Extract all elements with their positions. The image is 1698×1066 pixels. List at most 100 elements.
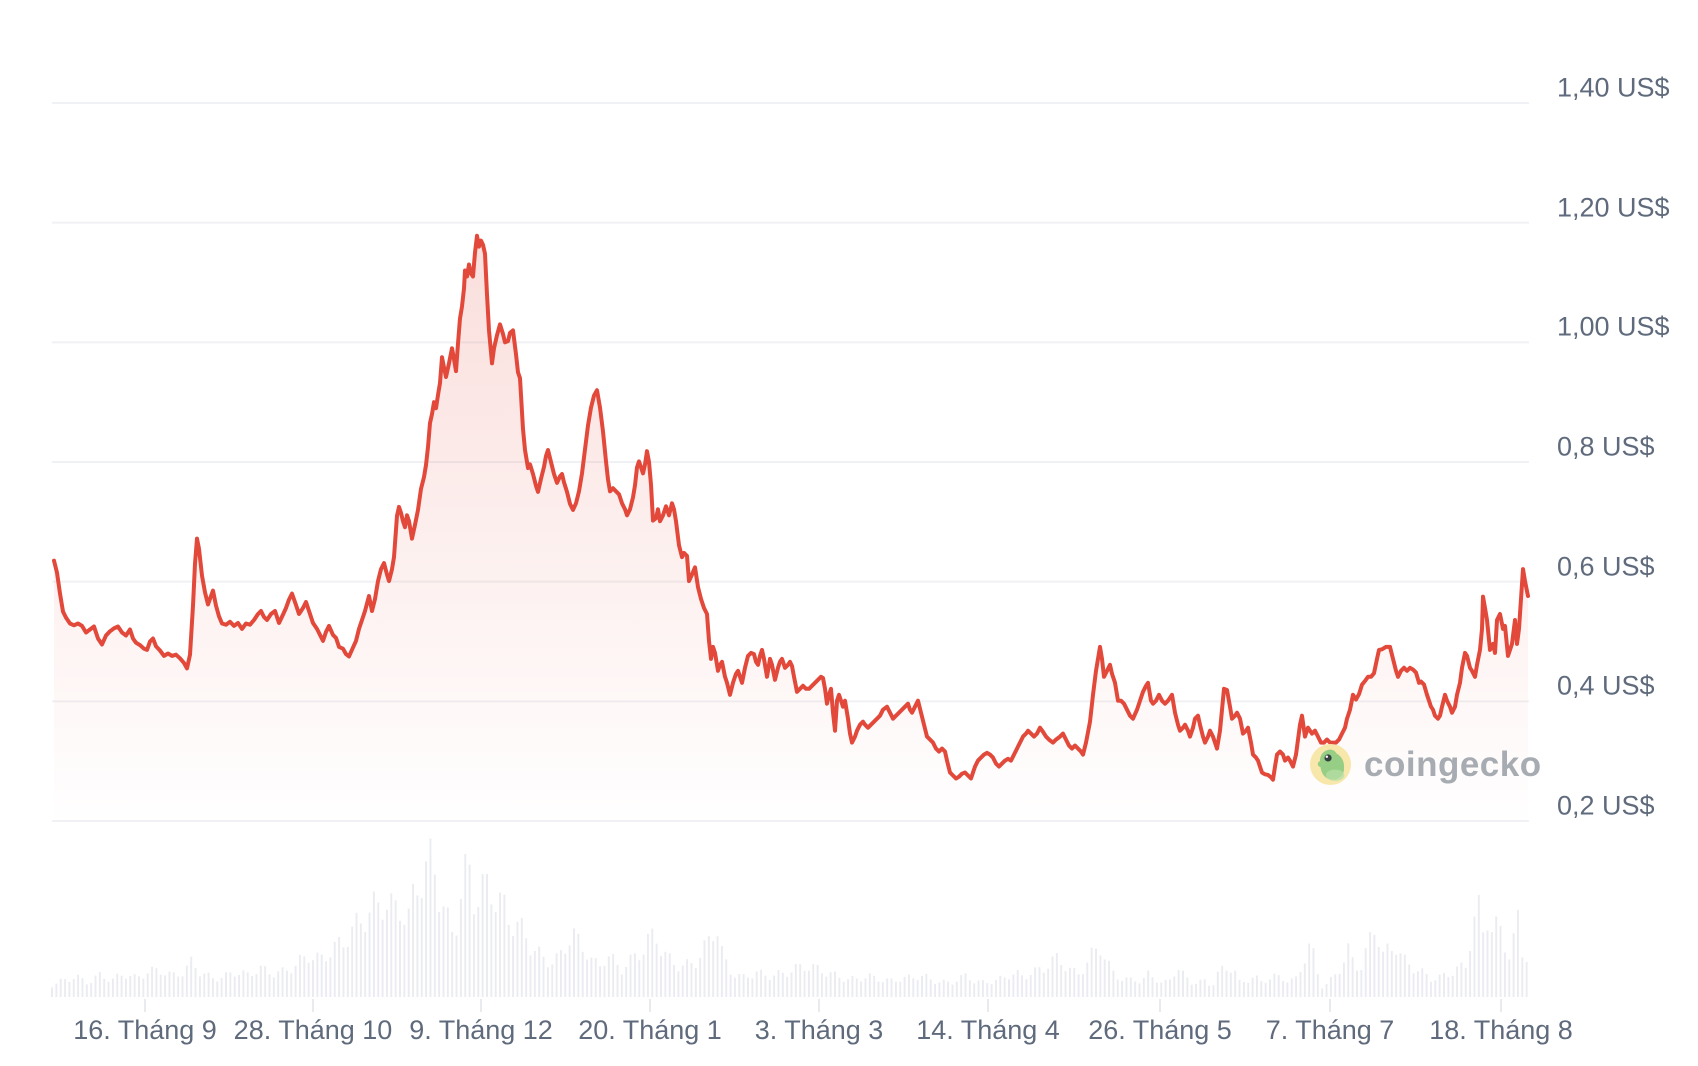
volume-bar xyxy=(412,883,414,997)
volume-bar xyxy=(690,963,693,997)
volume-bar xyxy=(1125,977,1128,997)
volume-bar xyxy=(573,928,575,997)
price-line xyxy=(52,233,1530,782)
volume-bar xyxy=(329,957,332,997)
volume-bar xyxy=(790,972,793,997)
volume-bar xyxy=(964,973,967,997)
volume-bar xyxy=(1021,975,1023,997)
volume-bar xyxy=(890,978,893,997)
volume-bar xyxy=(342,947,345,997)
volume-bar xyxy=(664,951,667,997)
volume-bar xyxy=(668,953,671,997)
volume-bar xyxy=(1421,968,1424,997)
volume-bar xyxy=(929,979,932,997)
volume-bar xyxy=(925,973,928,997)
volume-bar xyxy=(59,978,62,997)
volume-bar xyxy=(120,975,123,997)
volume-bar xyxy=(294,965,297,997)
volume-bar xyxy=(1112,970,1115,997)
volume-bar xyxy=(81,978,84,997)
volume-bar xyxy=(486,874,488,997)
volume-bar xyxy=(1451,975,1454,997)
volume-bar xyxy=(1316,974,1319,997)
volume-bar xyxy=(255,974,258,997)
volume-bar xyxy=(1260,981,1263,997)
volume-bar xyxy=(620,974,623,997)
volume-bar xyxy=(85,984,88,997)
volume-bar xyxy=(198,976,201,997)
volume-bar xyxy=(1499,926,1502,997)
volume-bar xyxy=(894,981,897,997)
volume-bar xyxy=(981,980,984,997)
volume-bar xyxy=(212,978,214,997)
volume-bar xyxy=(1055,953,1058,997)
volume-bar xyxy=(299,955,301,997)
volume-bar xyxy=(1003,977,1006,997)
volume-bar xyxy=(464,854,467,997)
volume-bar xyxy=(838,977,841,997)
volume-bar xyxy=(1360,970,1363,997)
volume-bar xyxy=(346,947,349,997)
volume-bar xyxy=(129,976,132,997)
volume-bar xyxy=(272,977,275,997)
volume-bar xyxy=(1325,984,1328,997)
volume-bar xyxy=(729,974,732,997)
volume-bar xyxy=(1129,977,1132,997)
volume-bar xyxy=(955,981,958,997)
volume-bar xyxy=(1195,983,1197,997)
volume-bar xyxy=(673,965,675,997)
volume-bar xyxy=(1203,979,1206,997)
volume-bar xyxy=(407,908,410,997)
volume-bar xyxy=(764,975,767,997)
volume-bar xyxy=(747,977,749,997)
volume-bar xyxy=(1338,973,1341,997)
volume-bar xyxy=(1273,973,1276,997)
volume-bar xyxy=(829,972,832,997)
volume-bar xyxy=(1103,959,1106,997)
y-axis-label: 0,8 US$ xyxy=(1557,431,1655,462)
volume-bar xyxy=(681,965,684,997)
volume-bar xyxy=(155,968,158,997)
volume-bar xyxy=(1503,952,1506,997)
volume-bar xyxy=(1173,976,1176,997)
volume-bar xyxy=(116,973,119,997)
volume-bar xyxy=(703,940,706,997)
volume-bar xyxy=(1068,967,1071,997)
volume-bar xyxy=(68,982,71,997)
volume-bar xyxy=(1456,966,1458,997)
volume-bar xyxy=(194,968,197,997)
volume-bar xyxy=(1308,943,1311,997)
volume-bar xyxy=(642,954,645,997)
volume-bar xyxy=(525,938,528,997)
volume-bar xyxy=(181,976,184,997)
volume-bar xyxy=(1160,982,1163,997)
volume-bar xyxy=(220,977,223,997)
x-axis-label: 14. Tháng 4 xyxy=(916,1015,1060,1045)
volume-bar xyxy=(616,965,619,997)
volume-bars xyxy=(51,838,1528,997)
volume-bar xyxy=(799,964,802,997)
volume-bar xyxy=(303,956,306,997)
volume-bar xyxy=(338,937,341,997)
volume-bar xyxy=(1199,979,1202,997)
volume-bar xyxy=(455,935,458,997)
volume-bar xyxy=(755,971,758,997)
volume-bar xyxy=(459,898,462,997)
volume-bar xyxy=(1369,932,1371,997)
volume-bar xyxy=(377,902,380,997)
volume-bar xyxy=(251,976,254,997)
volume-bar xyxy=(233,976,236,997)
volume-bar xyxy=(638,960,641,997)
volume-bar xyxy=(973,983,976,997)
volume-bar xyxy=(159,974,162,997)
volume-bar xyxy=(507,925,510,997)
volume-bar xyxy=(807,970,810,997)
volume-bar xyxy=(138,976,140,997)
volume-bar xyxy=(1390,951,1393,997)
volume-bar xyxy=(908,974,910,997)
volume-bar xyxy=(473,914,475,997)
volume-bar xyxy=(533,951,536,997)
volume-bar xyxy=(512,936,515,997)
